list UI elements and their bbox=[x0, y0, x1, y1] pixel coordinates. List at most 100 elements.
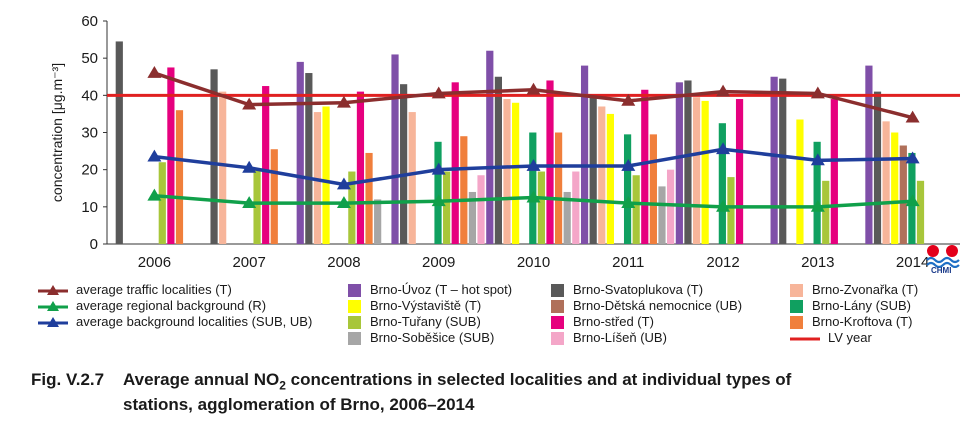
bar bbox=[641, 89, 649, 244]
line-marker bbox=[431, 162, 446, 175]
legend-item: Brno-Líšeň (UB) bbox=[551, 330, 667, 346]
line-marker bbox=[431, 194, 446, 207]
bar bbox=[675, 82, 683, 244]
legend-swatch bbox=[551, 299, 564, 313]
bar bbox=[374, 199, 382, 244]
line-marker bbox=[905, 194, 920, 207]
legend-line-swatch bbox=[790, 332, 820, 345]
bar bbox=[727, 177, 735, 244]
bar bbox=[632, 175, 640, 244]
line-marker bbox=[431, 86, 446, 99]
legend-line-swatch bbox=[38, 316, 68, 329]
line-marker bbox=[810, 199, 825, 212]
bar bbox=[468, 191, 477, 244]
legend-swatch bbox=[551, 315, 564, 329]
bar bbox=[658, 186, 666, 244]
legend-item: average regional background (R) bbox=[38, 298, 266, 314]
bar bbox=[830, 99, 838, 244]
bar bbox=[873, 91, 882, 244]
y-tick-label: 50 bbox=[81, 50, 98, 67]
legend-label: average background localities (SUB, UB) bbox=[76, 314, 313, 329]
bar bbox=[391, 54, 399, 245]
bar bbox=[253, 169, 261, 244]
bar bbox=[167, 67, 175, 244]
bar bbox=[735, 99, 744, 244]
bar bbox=[891, 132, 899, 244]
line-marker bbox=[621, 196, 636, 209]
line-marker bbox=[526, 82, 541, 95]
bar bbox=[718, 123, 726, 244]
line-marker bbox=[242, 196, 257, 209]
x-tick-label: 2014 bbox=[896, 254, 929, 271]
legend-line-swatch bbox=[38, 300, 68, 313]
y-tick-label: 10 bbox=[81, 199, 98, 216]
y-tick-label: 60 bbox=[81, 13, 98, 30]
bar bbox=[899, 145, 907, 244]
y-tick-label: 20 bbox=[81, 162, 98, 179]
bar bbox=[529, 132, 537, 244]
line-marker bbox=[905, 110, 920, 123]
chmi-logo bbox=[926, 244, 960, 274]
bar bbox=[356, 91, 365, 244]
bar bbox=[589, 95, 597, 244]
bar bbox=[606, 113, 614, 245]
bar bbox=[779, 78, 787, 244]
legend-item: Brno-Tuřany (SUB) bbox=[348, 314, 481, 330]
bar bbox=[313, 112, 322, 244]
line-marker bbox=[336, 196, 351, 209]
legend-item: LV year bbox=[790, 330, 872, 346]
bar bbox=[546, 80, 554, 244]
x-tick-label: 2010 bbox=[517, 254, 550, 271]
legend-label: Brno-Dětská nemocnice (UB) bbox=[573, 298, 743, 313]
bar bbox=[210, 69, 218, 244]
bar bbox=[503, 99, 511, 244]
bar bbox=[882, 121, 890, 244]
bar bbox=[400, 84, 408, 244]
bar bbox=[512, 102, 520, 245]
bar bbox=[580, 65, 589, 244]
bar bbox=[460, 136, 468, 244]
x-tick-label: 2009 bbox=[422, 254, 455, 271]
caption-text-a: Average annual NO bbox=[123, 370, 280, 389]
bar bbox=[270, 149, 278, 244]
line-marker bbox=[526, 158, 541, 171]
bar bbox=[822, 180, 830, 244]
legend-swatch bbox=[348, 331, 361, 345]
line-marker bbox=[147, 188, 162, 201]
legend-swatch bbox=[348, 315, 361, 329]
line-marker bbox=[716, 142, 731, 155]
x-tick-label: 2013 bbox=[801, 254, 834, 271]
caption-line-2: stations, agglomeration of Brno, 2006–20… bbox=[123, 395, 475, 415]
legend-swatch bbox=[551, 331, 564, 345]
x-tick-label: 2006 bbox=[138, 254, 171, 271]
x-tick-label: 2008 bbox=[327, 254, 360, 271]
legend-item: Brno-Dětská nemocnice (UB) bbox=[551, 298, 742, 314]
legend-item: Brno-Lány (SUB) bbox=[790, 298, 911, 314]
line-marker bbox=[147, 66, 162, 78]
line-marker bbox=[336, 95, 351, 108]
x-tick-label: 2012 bbox=[706, 254, 739, 271]
bar bbox=[322, 106, 330, 244]
y-tick-label: 0 bbox=[90, 236, 98, 253]
bar bbox=[115, 41, 123, 244]
line-marker bbox=[526, 190, 541, 203]
line-marker bbox=[242, 160, 257, 173]
legend-item: Brno-Soběšice (SUB) bbox=[348, 330, 494, 346]
legend-item: Brno-Výstaviště (T) bbox=[348, 298, 481, 314]
caption-text-b: concentrations in selected localities an… bbox=[285, 370, 792, 389]
legend-item: Brno-střed (T) bbox=[551, 314, 654, 330]
caption-subscript: 2 bbox=[279, 378, 286, 393]
x-tick-label: 2011 bbox=[612, 254, 644, 271]
caption-line-1: Fig. V.2.7 Average annual NO2 concentrati… bbox=[31, 370, 961, 395]
line-marker bbox=[716, 199, 731, 212]
y-tick-label: 40 bbox=[81, 87, 98, 104]
bar bbox=[443, 171, 451, 244]
legend-label: Brno-Tuřany (SUB) bbox=[370, 314, 481, 329]
bar bbox=[916, 180, 925, 244]
legend-swatch bbox=[790, 299, 803, 313]
bar bbox=[598, 106, 606, 244]
bar bbox=[486, 50, 494, 244]
bar bbox=[813, 141, 821, 244]
bar bbox=[770, 76, 778, 244]
bar bbox=[477, 175, 485, 244]
